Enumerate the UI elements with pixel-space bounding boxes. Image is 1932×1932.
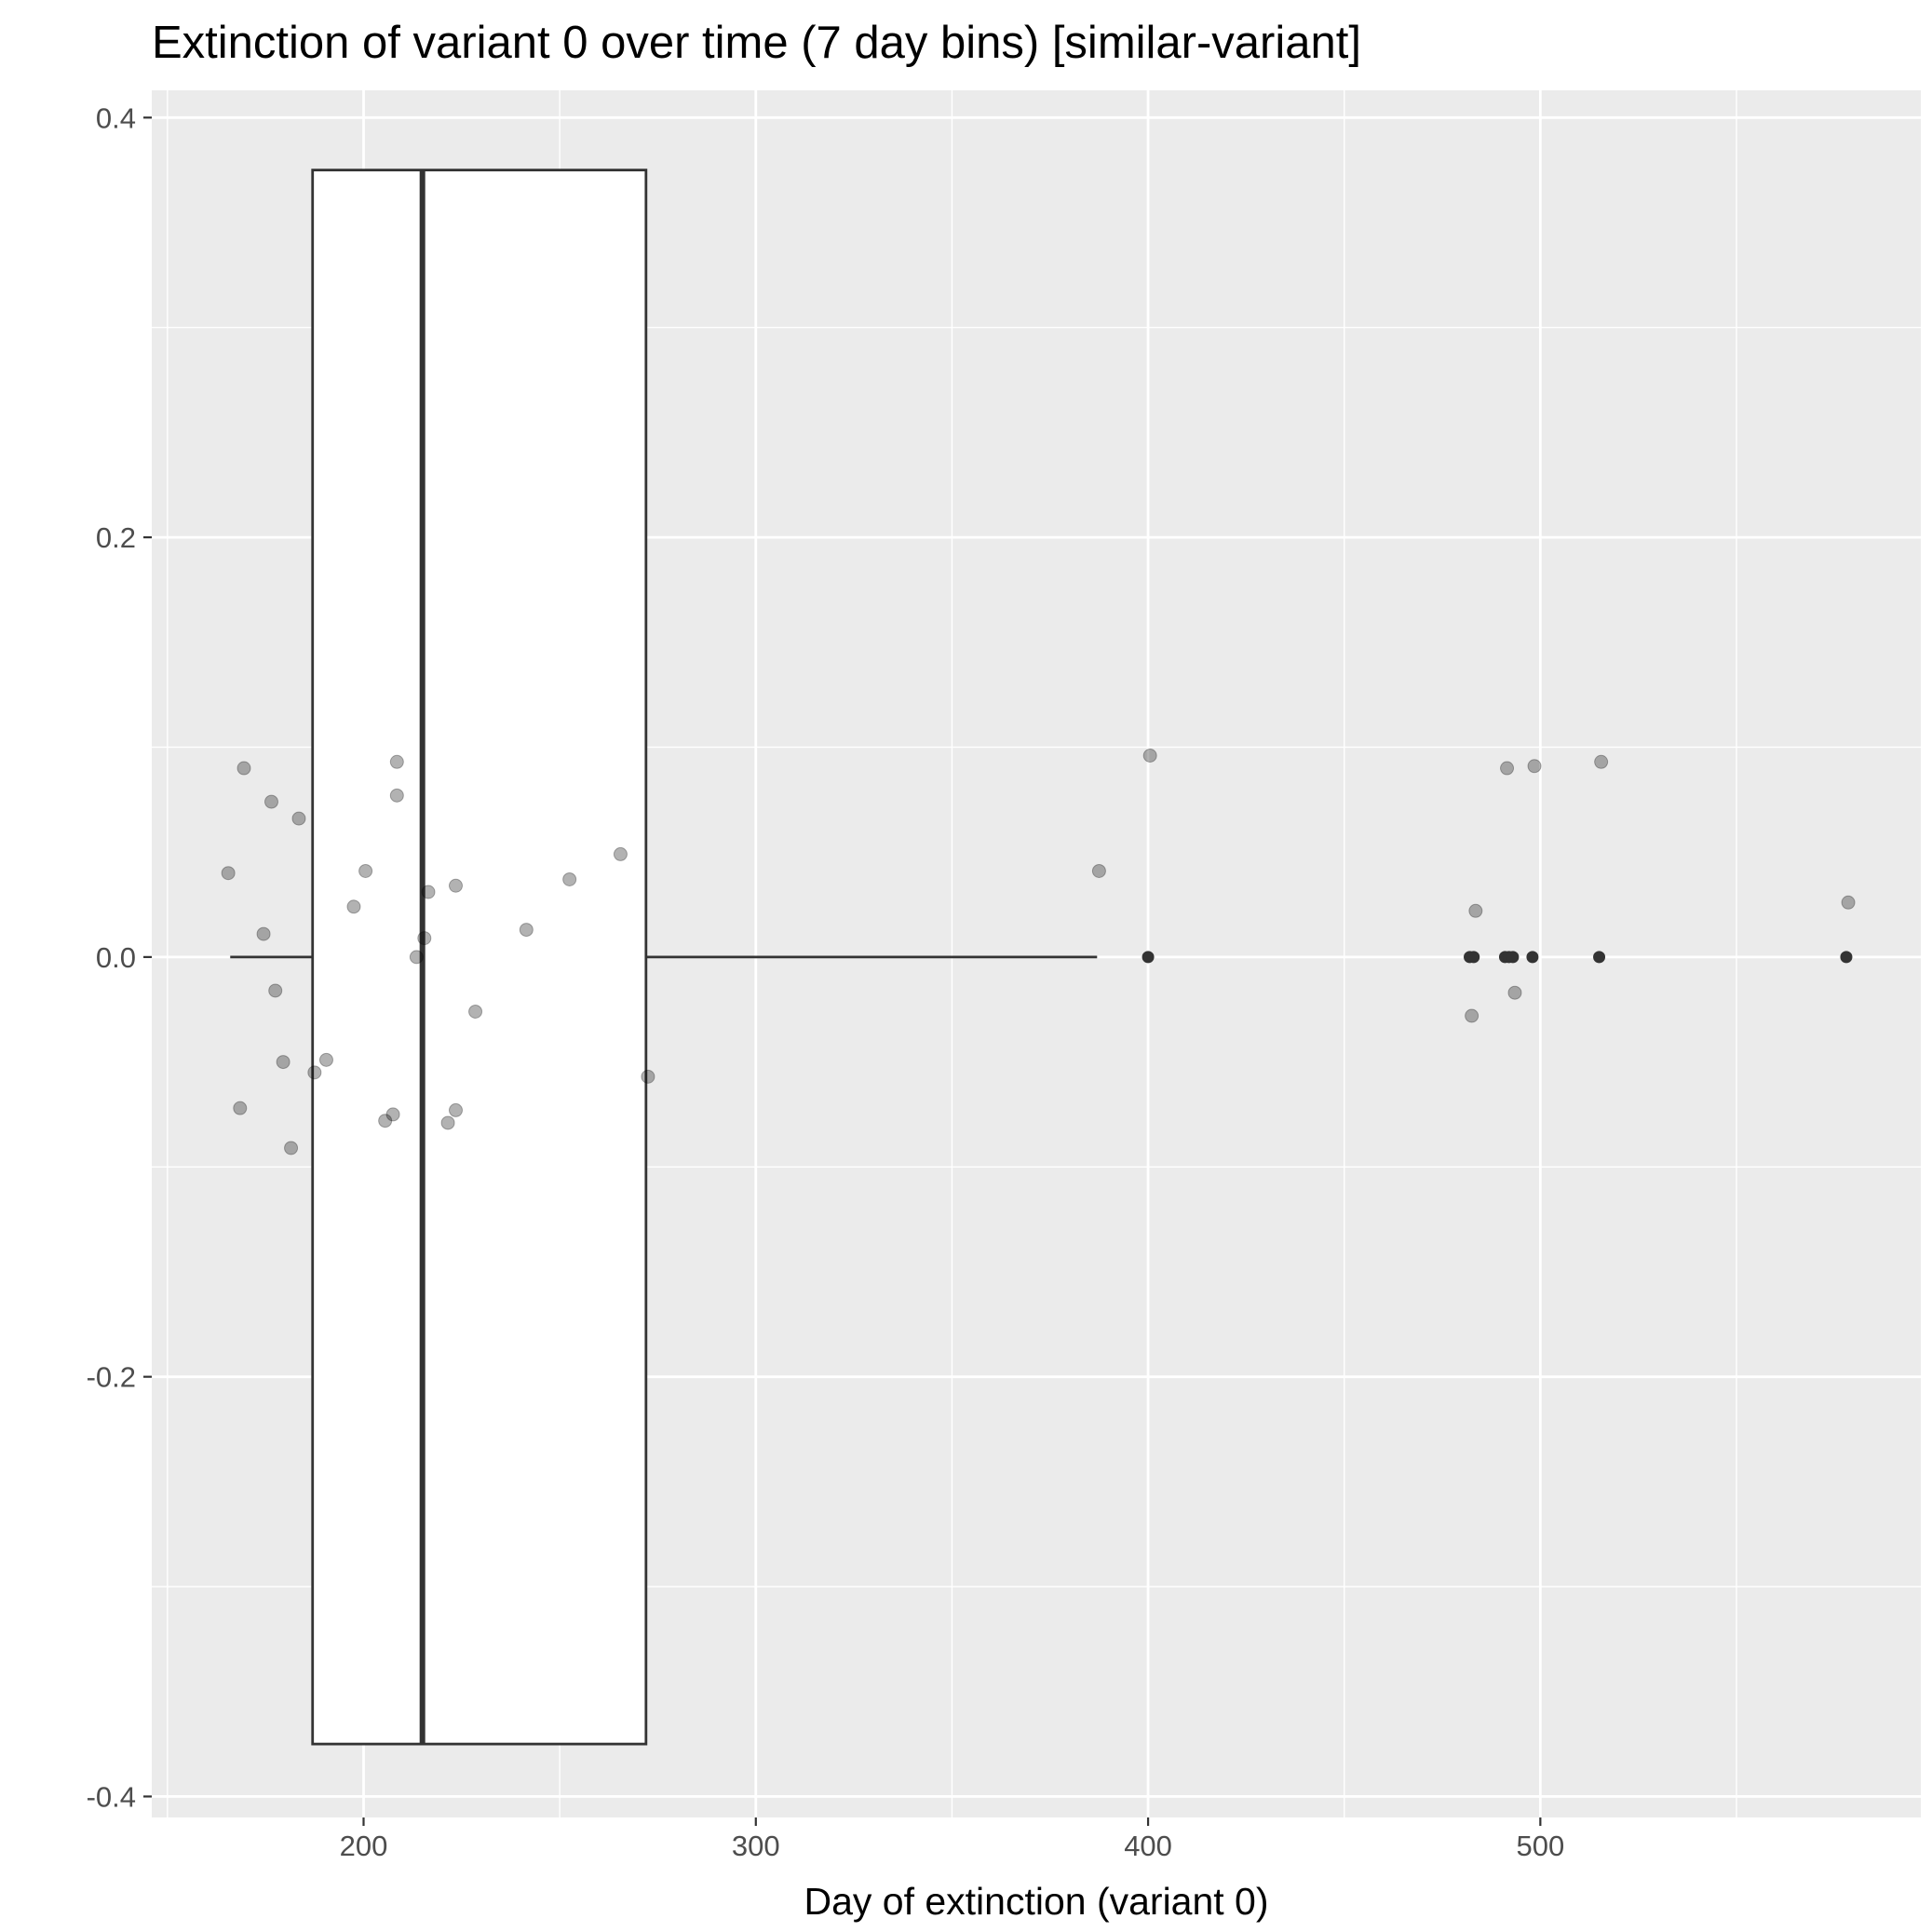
data-point (221, 866, 236, 881)
x-tick-label: 500 (1516, 1830, 1564, 1862)
x-tick-label: 400 (1124, 1830, 1172, 1862)
data-point (236, 761, 251, 776)
data-point (346, 899, 361, 914)
data-point (1091, 863, 1106, 878)
data-point (468, 1004, 483, 1019)
data-point (641, 1069, 655, 1084)
jitter-points (221, 749, 1856, 1155)
x-tick-label: 200 (340, 1830, 388, 1862)
data-point (1500, 761, 1515, 776)
data-point (385, 1107, 400, 1122)
data-point (1468, 903, 1483, 918)
data-point (263, 794, 278, 809)
data-point (409, 950, 424, 965)
x-tick-label: 300 (732, 1830, 780, 1862)
chart-title: Extinction of variant 0 over time (7 day… (152, 18, 1361, 68)
data-point (1841, 895, 1856, 910)
y-tick-label: 0.2 (96, 521, 136, 554)
y-tick-label: -0.4 (87, 1780, 136, 1813)
box-iqr (311, 169, 648, 1746)
y-tick-label: 0.4 (96, 101, 136, 134)
data-point (1142, 749, 1157, 763)
data-point (448, 878, 463, 893)
data-point (389, 788, 404, 803)
data-point (1507, 985, 1522, 1000)
data-point (1465, 1008, 1479, 1023)
data-point (1527, 759, 1542, 774)
data-point (519, 923, 534, 938)
y-tick-label: -0.2 (87, 1361, 136, 1394)
boxplot (230, 169, 1098, 1746)
data-point (284, 1141, 299, 1155)
data-point (562, 871, 577, 886)
data-point (233, 1101, 248, 1115)
data-point (440, 1115, 455, 1130)
y-axis: -0.4 -0.2 0.0 0.2 0.4 (87, 101, 152, 1813)
outlier-point (1467, 951, 1480, 964)
data-point (358, 863, 373, 878)
data-point (389, 754, 404, 769)
x-axis: 200 300 400 500 (340, 1817, 1564, 1862)
y-tick-label: 0.0 (96, 941, 136, 974)
outlier-points (1142, 951, 1853, 964)
data-point (1594, 754, 1609, 769)
data-point (448, 1102, 463, 1117)
data-point (421, 885, 436, 899)
data-point (307, 1065, 322, 1080)
outlier-point (1506, 951, 1520, 964)
outlier-point (1593, 951, 1606, 964)
data-point (291, 811, 306, 826)
data-point (417, 931, 432, 946)
outlier-point (1142, 951, 1155, 964)
outlier-point (1840, 951, 1853, 964)
data-point (318, 1052, 333, 1067)
x-axis-title: Day of extinction (variant 0) (804, 1880, 1268, 1923)
data-point (276, 1055, 290, 1070)
data-point (256, 926, 271, 941)
data-point (378, 1114, 393, 1128)
outlier-point (1526, 951, 1539, 964)
data-point (613, 846, 628, 861)
data-point (268, 983, 283, 998)
